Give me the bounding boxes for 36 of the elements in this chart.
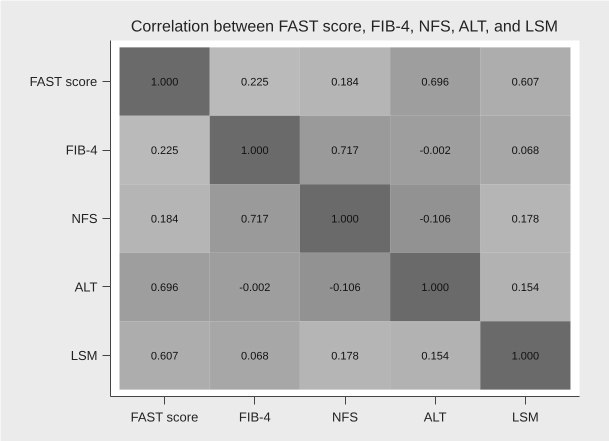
data-label: 0.184 <box>150 214 178 226</box>
data-label: -0.106 <box>420 214 451 226</box>
y-tick-label: FAST score <box>30 74 98 90</box>
data-label: 0.717 <box>331 145 359 158</box>
data-label: 0.068 <box>512 145 540 158</box>
data-label: -0.106 <box>329 282 361 294</box>
data-label: 0.178 <box>512 214 540 226</box>
data-label: 0.696 <box>150 282 178 294</box>
data-label: -0.002 <box>420 145 451 158</box>
chart-title: Correlation between FAST score, FIB-4, NFS, ALT, and LSM <box>130 18 558 36</box>
data-label: 0.068 <box>241 350 269 362</box>
data-label: 1.000 <box>512 350 540 362</box>
data-label: 0.225 <box>241 76 269 89</box>
data-label: 0.184 <box>331 76 359 89</box>
x-tick-label: FIB-4 <box>238 410 271 424</box>
data-label: 1.000 <box>150 76 178 89</box>
data-label: 0.154 <box>512 282 540 294</box>
data-label: 1.000 <box>331 214 359 226</box>
y-tick-label: ALT <box>74 279 98 294</box>
y-tick-label: NFS <box>72 211 98 226</box>
data-label: 0.607 <box>150 350 178 362</box>
x-tick-label: ALT <box>424 410 447 424</box>
data-label: 0.607 <box>512 76 540 89</box>
data-label: 0.717 <box>241 214 269 226</box>
y-tick-label: LSM <box>70 348 98 363</box>
x-tick-label: LSM <box>512 410 539 424</box>
data-label: 0.225 <box>150 145 178 158</box>
data-label: 0.696 <box>421 76 449 89</box>
data-label: 1.000 <box>421 282 449 294</box>
x-tick-label: FAST score <box>130 410 198 424</box>
data-label: 1.000 <box>241 145 269 158</box>
data-label: -0.002 <box>239 282 270 294</box>
y-tick-label: FIB-4 <box>66 142 98 158</box>
data-label: 0.154 <box>421 350 449 362</box>
data-label: 0.178 <box>331 350 359 362</box>
x-tick-label: NFS <box>332 410 358 424</box>
